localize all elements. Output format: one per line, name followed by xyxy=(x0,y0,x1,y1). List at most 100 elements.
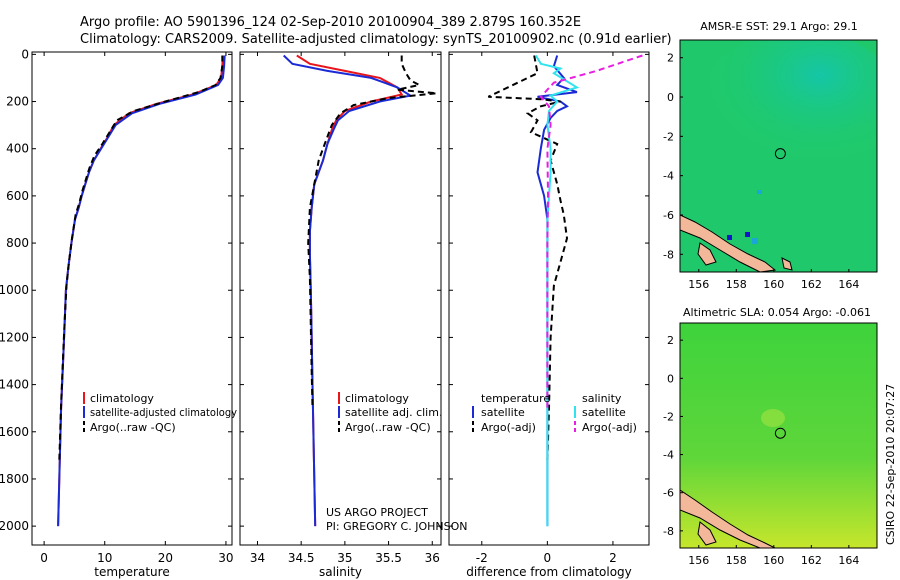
x-tick-label: 35.5 xyxy=(375,551,402,565)
sla-map-title: Altimetric SLA: 0.054 Argo: -0.061 xyxy=(683,306,871,319)
map-x-tick-label: 162 xyxy=(801,278,822,291)
x-tick-label: 0 xyxy=(40,551,48,565)
sst-land-island xyxy=(697,242,717,266)
legend-label-climatology: climatology xyxy=(345,392,409,405)
map-y-tick-label: -8 xyxy=(663,248,674,261)
map-y-tick-label: -4 xyxy=(663,170,674,183)
legend-label-sal-satellite: satellite xyxy=(582,406,626,419)
y-tick-label: 2000 xyxy=(0,519,29,533)
map-x-tick-label: 158 xyxy=(726,554,747,567)
series-line-argo-raw-qc- xyxy=(58,55,224,461)
sst-land-island xyxy=(781,257,793,271)
sla-map: 156 158 160 162 164 2 0 -2 -4 -6 -8 xyxy=(663,322,878,567)
temperature-legend: climatology satellite-adjusted climatolo… xyxy=(83,392,237,434)
y-tick-label: 400 xyxy=(6,142,29,156)
map-y-tick-label: -6 xyxy=(663,209,674,222)
credit-pi: PI: GREGORY C. JOHNSON xyxy=(326,520,467,533)
x-axis-label: temperature xyxy=(94,565,169,579)
y-tick-label: 800 xyxy=(6,236,29,250)
sla-high-region xyxy=(761,409,785,427)
sst-map-title: AMSR-E SST: 29.1 Argo: 29.1 xyxy=(700,20,858,33)
plot-area xyxy=(31,51,233,546)
plot-area xyxy=(448,51,650,546)
map-y-tick-label: -6 xyxy=(663,487,674,500)
x-axis-label: difference from climatology xyxy=(466,565,632,579)
legend-label-argo: Argo(..raw -QC) xyxy=(345,421,431,434)
sla-field-detail xyxy=(680,409,785,548)
x-tick-label: 10 xyxy=(97,551,112,565)
plot-area xyxy=(239,51,442,546)
map-y-tick-label: -2 xyxy=(663,130,674,143)
series-line-temperature-argo-adj- xyxy=(487,55,569,461)
sst-warm-region xyxy=(700,40,877,180)
sst-land-island xyxy=(680,214,777,272)
x-tick-label: 34 xyxy=(250,551,265,565)
salinity-legend: climatology satellite adj. clim. Argo(..… xyxy=(338,392,442,434)
sst-map: 156 158 160 162 164 2 0 -2 -4 -6 -8 xyxy=(663,39,878,291)
sla-land-island xyxy=(697,521,717,546)
series-line-salinity-argo-adj- xyxy=(539,54,643,409)
figure-title-line2: Climatology: CARS2009. Satellite-adjuste… xyxy=(80,32,672,47)
y-tick-label: 1400 xyxy=(0,378,29,392)
map-x-tick-label: 160 xyxy=(763,554,784,567)
map-x-tick-label: 156 xyxy=(688,278,709,291)
legend-label-climatology: climatology xyxy=(90,392,154,405)
series-line-argo-raw-qc- xyxy=(307,55,437,409)
map-y-tick-label: -4 xyxy=(663,449,674,462)
sla-argo-marker xyxy=(774,427,786,439)
map-x-tick-label: 164 xyxy=(838,554,859,567)
x-tick-label: 35 xyxy=(337,551,352,565)
map-y-tick-label: 0 xyxy=(667,372,674,385)
legend-label-satellite-adjusted: satellite-adjusted climatology xyxy=(90,406,237,419)
y-tick-label: 1800 xyxy=(0,472,29,486)
temperature-panel: 0 10 20 30 temperature 0 200 400 600 800 1000 1200 1… xyxy=(0,47,234,579)
salinity-panel: 34 34.5 35 35.5 36 salinity xyxy=(239,51,442,579)
sla-land-island xyxy=(680,489,776,548)
x-tick-label: 36 xyxy=(425,551,440,565)
sst-pixel xyxy=(752,238,758,244)
sst-argo-marker xyxy=(774,148,786,160)
sst-axes: 156 158 160 162 164 2 0 -2 -4 -6 -8 xyxy=(663,52,859,291)
map-x-tick-label: 156 xyxy=(688,554,709,567)
legend-label-sal-argo: Argo(-adj) xyxy=(582,421,637,434)
sst-pixel xyxy=(727,235,732,240)
map-y-tick-label: -8 xyxy=(663,525,674,538)
x-axis-label: salinity xyxy=(319,565,362,579)
x-tick-label: 2 xyxy=(609,551,617,565)
y-tick-label: 1600 xyxy=(0,425,29,439)
x-tick-label: 20 xyxy=(158,551,173,565)
sst-pixel xyxy=(745,232,750,237)
legend-label-temp-satellite: satellite xyxy=(481,406,525,419)
sla-field xyxy=(680,323,877,548)
timestamp-stamp: CSIRO 22-Sep-2010 20:07:27 xyxy=(884,384,897,545)
sst-map-frame xyxy=(679,39,878,273)
y-tick-label: 600 xyxy=(6,189,29,203)
sst-pixel xyxy=(757,190,762,194)
y-tick-label: 200 xyxy=(6,95,29,109)
y-tick-label: 0 xyxy=(21,47,29,61)
map-y-tick-label: 2 xyxy=(667,52,674,65)
legend-label-argo: Argo(..raw -QC) xyxy=(90,421,176,434)
map-x-tick-label: 158 xyxy=(726,278,747,291)
map-x-tick-label: 160 xyxy=(763,278,784,291)
y-tick-label: 1200 xyxy=(0,330,29,344)
difference-legend: temperature satellite Argo(-adj) salinit… xyxy=(472,392,637,434)
map-x-tick-label: 164 xyxy=(838,278,859,291)
sla-axes: 156 158 160 162 164 2 0 -2 -4 -6 -8 xyxy=(663,334,859,567)
x-tick-label: 30 xyxy=(218,551,233,565)
legend-heading-salinity: salinity xyxy=(582,392,622,405)
map-x-tick-label: 162 xyxy=(801,554,822,567)
legend-label-satellite-adj: satellite adj. clim. xyxy=(345,406,442,419)
legend-heading-temperature: temperature xyxy=(481,392,550,405)
y-tick-label: 1000 xyxy=(0,283,29,297)
x-tick-label: 34.5 xyxy=(288,551,315,565)
x-tick-label: -2 xyxy=(476,551,488,565)
map-y-tick-label: 2 xyxy=(667,334,674,347)
sst-field-detail xyxy=(680,40,877,272)
figure-title-line1: Argo profile: AO 5901396_124 02-Sep-2010… xyxy=(80,15,581,30)
map-y-tick-label: -2 xyxy=(663,410,674,423)
legend-label-temp-argo: Argo(-adj) xyxy=(481,421,536,434)
x-tick-label: 0 xyxy=(544,551,552,565)
